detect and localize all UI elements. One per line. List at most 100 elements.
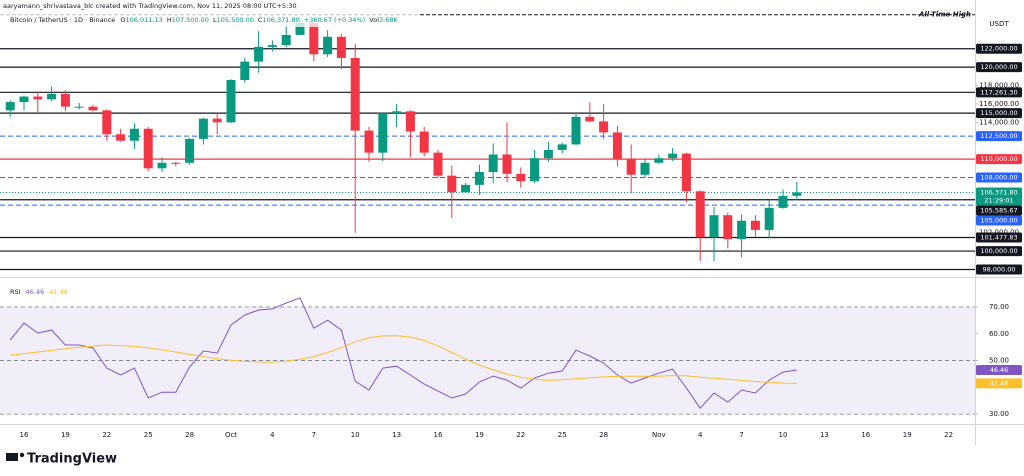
ohlc-value: 106,371.80 — [262, 16, 299, 24]
x-tick-label: 7 — [739, 431, 743, 439]
candle-body — [185, 138, 195, 163]
candle-body — [668, 153, 678, 159]
volume: 3.68K — [379, 16, 398, 24]
rsi-line — [9, 297, 797, 410]
candle-body — [626, 159, 636, 175]
candle-body — [116, 134, 126, 141]
price-label-box — [976, 43, 1022, 54]
value-box — [976, 378, 1022, 389]
y-tick-label: 60.00 — [989, 330, 1009, 338]
price-label-box — [976, 131, 1022, 142]
ath-label: All-Time High — [918, 11, 971, 19]
candle-body — [405, 111, 415, 132]
candle-body — [750, 220, 760, 230]
candle-body — [612, 132, 622, 160]
x-tick-label: 13 — [820, 431, 829, 439]
price-label: 110,000.00 — [980, 155, 1017, 163]
candle-body — [378, 113, 388, 153]
marks-layer — [5, 19, 802, 410]
candle-body — [226, 80, 236, 123]
rsi-legend: RSI 46.46 41.46 — [10, 288, 68, 296]
price-label: 98,000.00 — [982, 265, 1015, 273]
price-label-box — [976, 187, 1022, 206]
candle-body — [281, 34, 291, 46]
price-label-box — [976, 232, 1022, 243]
price-label: 106,371.80 — [980, 188, 1017, 196]
candle-body — [516, 173, 526, 182]
value-box-label: 46.46 — [990, 366, 1009, 374]
x-tick-label: 28 — [599, 431, 608, 439]
y-tick-label: 70.00 — [989, 303, 1009, 311]
price-label-box — [976, 154, 1022, 165]
value-box — [976, 365, 1022, 376]
axis-layer: 102,000.00114,000.00116,000.00118,000.00… — [20, 11, 1022, 439]
x-tick-label: 16 — [861, 431, 870, 439]
price-label-box — [976, 246, 1022, 257]
y-tick-label: 116,000.00 — [979, 100, 1019, 108]
candle-body — [640, 162, 650, 175]
x-tick-label: 22 — [944, 431, 953, 439]
candle-body — [336, 36, 346, 58]
candle-body — [364, 130, 374, 153]
candle-body — [19, 96, 29, 103]
header-backdrop — [0, 0, 420, 27]
candle-body — [47, 93, 57, 100]
currency: USDT — [989, 20, 1009, 28]
candle-body — [212, 118, 222, 123]
candle-body — [695, 191, 705, 238]
rsi-value: 46.46 — [26, 288, 45, 296]
ohlc-label: H — [167, 16, 172, 24]
candle-body — [254, 46, 264, 62]
rsi-ma-value: 41.46 — [49, 288, 68, 296]
candle-body — [392, 111, 402, 114]
x-tick-label: 16 — [20, 431, 29, 439]
x-tick-label: 28 — [185, 431, 194, 439]
candle-body — [792, 192, 802, 196]
candle-body — [461, 184, 471, 193]
candle-body — [33, 96, 43, 100]
x-tick-label: 19 — [903, 431, 912, 439]
candle-body — [74, 106, 84, 108]
candle-body — [309, 22, 319, 55]
logo-mark — [6, 453, 18, 461]
x-tick-label: 13 — [392, 431, 401, 439]
x-tick-label: 4 — [698, 431, 703, 439]
price-label-box — [976, 264, 1022, 275]
candle-body — [350, 57, 360, 131]
x-tick-label: 22 — [516, 431, 525, 439]
candle-body — [488, 154, 498, 172]
x-tick-label: 19 — [61, 431, 70, 439]
candle-body — [447, 175, 457, 193]
ohlc-label: C — [258, 16, 263, 24]
candle-body — [433, 152, 443, 176]
legend-line: Bitcoin / TetherUS · 1D · Binance O106,0… — [10, 16, 398, 24]
candle-body — [543, 149, 553, 159]
rsi-title: RSI — [10, 288, 21, 296]
candle-body — [474, 171, 484, 185]
y-tick-label: 50.00 — [989, 357, 1009, 365]
candle-body — [198, 118, 208, 139]
candle-body — [171, 162, 181, 164]
x-tick-label: 25 — [558, 431, 567, 439]
volume-label: Vol — [369, 16, 379, 24]
x-tick-label: 10 — [351, 431, 360, 439]
price-label-box — [976, 108, 1022, 119]
ohlc-value: 107,500.00 — [172, 16, 209, 24]
price-label: 105,000.00 — [980, 216, 1017, 224]
candle-body — [129, 128, 139, 141]
x-tick-label: 7 — [312, 431, 316, 439]
y-tick-label: 118,000.00 — [979, 82, 1019, 90]
x-tick-label: 4 — [270, 431, 275, 439]
candle-body — [419, 131, 429, 153]
candle-body — [60, 93, 70, 107]
price-label-box — [976, 172, 1022, 183]
ohlc-label: O — [120, 16, 125, 24]
candle-body — [157, 162, 167, 169]
candle-body — [102, 110, 112, 135]
countdown: 21:29:01 — [984, 196, 1013, 204]
candle-body — [143, 128, 153, 169]
y-tick-label: 114,000.00 — [979, 118, 1019, 126]
price-label-box — [976, 205, 1022, 216]
candle-body — [778, 195, 788, 208]
